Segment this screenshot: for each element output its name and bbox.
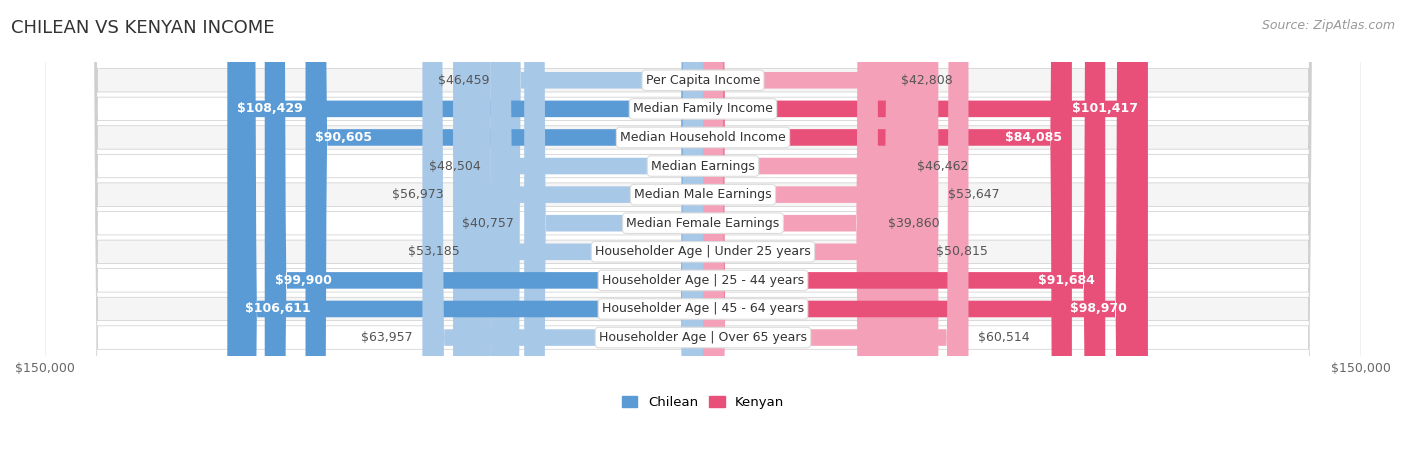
Text: $99,900: $99,900 xyxy=(274,274,332,287)
FancyBboxPatch shape xyxy=(45,0,1361,467)
FancyBboxPatch shape xyxy=(45,0,1361,467)
FancyBboxPatch shape xyxy=(703,0,927,467)
FancyBboxPatch shape xyxy=(45,0,1361,467)
Text: Median Female Earnings: Median Female Earnings xyxy=(627,217,779,230)
Text: $53,647: $53,647 xyxy=(948,188,1000,201)
FancyBboxPatch shape xyxy=(524,0,703,467)
FancyBboxPatch shape xyxy=(703,0,891,467)
Text: Per Capita Income: Per Capita Income xyxy=(645,74,761,87)
FancyBboxPatch shape xyxy=(703,0,1137,467)
Text: $90,605: $90,605 xyxy=(315,131,373,144)
FancyBboxPatch shape xyxy=(45,0,1361,467)
FancyBboxPatch shape xyxy=(453,0,703,467)
FancyBboxPatch shape xyxy=(703,0,907,467)
Text: $106,611: $106,611 xyxy=(245,303,311,316)
Text: $98,970: $98,970 xyxy=(1070,303,1128,316)
FancyBboxPatch shape xyxy=(305,0,703,467)
FancyBboxPatch shape xyxy=(499,0,703,467)
Text: $91,684: $91,684 xyxy=(1039,274,1095,287)
Text: $46,462: $46,462 xyxy=(917,160,969,172)
FancyBboxPatch shape xyxy=(422,0,703,467)
Text: $42,808: $42,808 xyxy=(901,74,952,87)
Text: Median Household Income: Median Household Income xyxy=(620,131,786,144)
Text: Householder Age | Under 25 years: Householder Age | Under 25 years xyxy=(595,245,811,258)
Text: $84,085: $84,085 xyxy=(1005,131,1062,144)
Text: $60,514: $60,514 xyxy=(979,331,1031,344)
Text: $53,185: $53,185 xyxy=(408,245,460,258)
FancyBboxPatch shape xyxy=(703,0,877,467)
Text: Householder Age | 45 - 64 years: Householder Age | 45 - 64 years xyxy=(602,303,804,316)
FancyBboxPatch shape xyxy=(228,0,703,467)
FancyBboxPatch shape xyxy=(703,0,938,467)
Text: $39,860: $39,860 xyxy=(887,217,939,230)
Text: $40,757: $40,757 xyxy=(463,217,515,230)
Text: Median Family Income: Median Family Income xyxy=(633,102,773,115)
FancyBboxPatch shape xyxy=(45,0,1361,467)
FancyBboxPatch shape xyxy=(235,0,703,467)
Text: Median Male Earnings: Median Male Earnings xyxy=(634,188,772,201)
Text: $63,957: $63,957 xyxy=(361,331,412,344)
Text: CHILEAN VS KENYAN INCOME: CHILEAN VS KENYAN INCOME xyxy=(11,19,274,37)
FancyBboxPatch shape xyxy=(703,0,1147,467)
FancyBboxPatch shape xyxy=(45,0,1361,467)
Text: Householder Age | Over 65 years: Householder Age | Over 65 years xyxy=(599,331,807,344)
FancyBboxPatch shape xyxy=(703,0,969,467)
FancyBboxPatch shape xyxy=(45,0,1361,467)
Text: $48,504: $48,504 xyxy=(429,160,481,172)
Text: $101,417: $101,417 xyxy=(1071,102,1137,115)
FancyBboxPatch shape xyxy=(470,0,703,467)
FancyBboxPatch shape xyxy=(703,0,1071,467)
Text: $108,429: $108,429 xyxy=(238,102,302,115)
FancyBboxPatch shape xyxy=(264,0,703,467)
FancyBboxPatch shape xyxy=(491,0,703,467)
Text: Source: ZipAtlas.com: Source: ZipAtlas.com xyxy=(1261,19,1395,32)
Text: $46,459: $46,459 xyxy=(437,74,489,87)
Text: $50,815: $50,815 xyxy=(936,245,987,258)
Text: Median Earnings: Median Earnings xyxy=(651,160,755,172)
Text: Householder Age | 25 - 44 years: Householder Age | 25 - 44 years xyxy=(602,274,804,287)
FancyBboxPatch shape xyxy=(45,0,1361,467)
Text: $56,973: $56,973 xyxy=(391,188,443,201)
FancyBboxPatch shape xyxy=(45,0,1361,467)
FancyBboxPatch shape xyxy=(703,0,1105,467)
Legend: Chilean, Kenyan: Chilean, Kenyan xyxy=(616,391,790,414)
FancyBboxPatch shape xyxy=(45,0,1361,467)
